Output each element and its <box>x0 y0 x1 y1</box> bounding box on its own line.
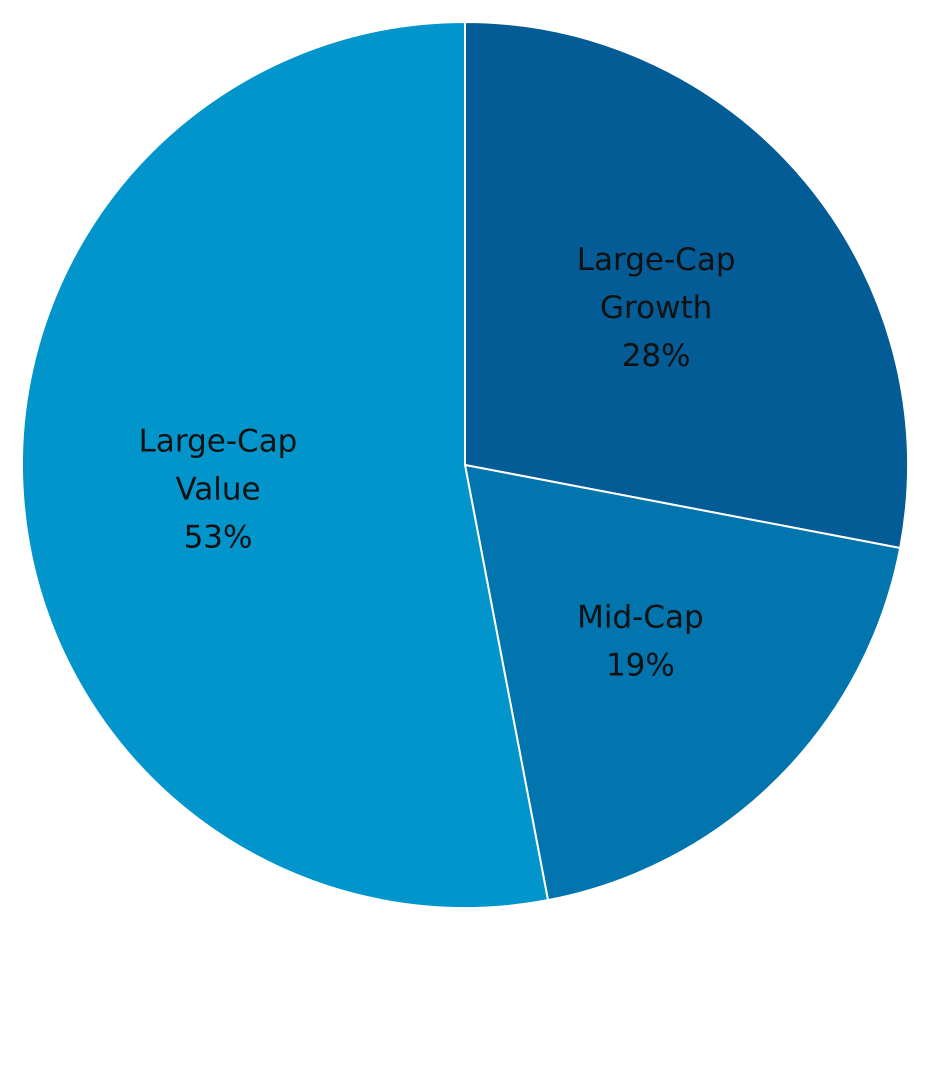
pie-slice-3 <box>21 20 550 909</box>
slice-percent: 53% <box>184 519 253 555</box>
pie-slice-label-2: Mid-Cap 19% <box>577 599 704 683</box>
pie-slice-label-3: Large-Cap Value 53% <box>139 423 298 555</box>
slice-percent: 28% <box>622 338 691 374</box>
pie-slice-2 <box>463 463 902 902</box>
slice-name-line: Growth <box>600 290 712 326</box>
pie-slices <box>21 20 909 909</box>
slice-percent: 19% <box>606 647 675 683</box>
pie-slice-label-1: Large-Cap Growth 28% <box>577 242 736 374</box>
pie-labels: Large-Cap Growth 28% Mid-Cap 19% Large-Cap Val… <box>139 242 736 684</box>
pie-slice-1 <box>464 20 909 550</box>
slice-name-line: Large-Cap <box>577 242 736 278</box>
slice-name-line: Value <box>175 471 260 507</box>
slice-name-line: Mid-Cap <box>577 599 704 635</box>
slice-name-line: Large-Cap <box>139 423 298 459</box>
